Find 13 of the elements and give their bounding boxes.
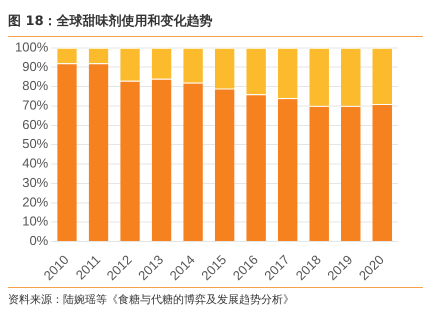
y-tick-label: 100% (15, 39, 49, 54)
text: 资料来源：陆婉瑶等《食糖与代糖的博弈及发展趋势分析》 (8, 292, 295, 307)
y-tick-label: 30% (22, 174, 49, 190)
y-tick-label: 60% (22, 116, 49, 132)
y-tick-label: 70% (22, 97, 49, 112)
y-tick-label: 90% (22, 58, 49, 74)
y-tick-label: 40% (22, 156, 49, 171)
y-tick-label: 0% (29, 233, 49, 248)
y-tick-label: 10% (22, 214, 49, 229)
y-tick-label: 50% (22, 136, 49, 152)
chart-title: 图 18：全球甜味剂使用和变化趋势 (8, 8, 423, 37)
y-tick-label: 20% (22, 194, 49, 210)
y-tick-label: 80% (22, 78, 49, 94)
